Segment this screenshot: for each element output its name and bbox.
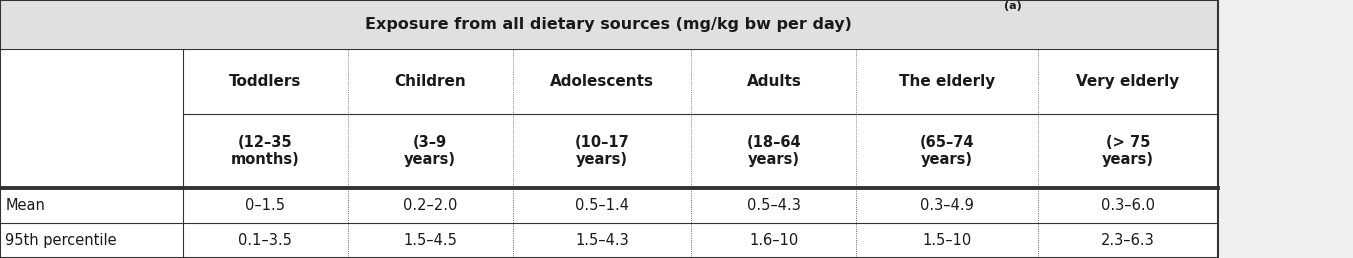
Text: 0.1–3.5: 0.1–3.5 — [238, 233, 292, 248]
Text: 2.3–6.3: 2.3–6.3 — [1101, 233, 1154, 248]
Text: 1.5–10: 1.5–10 — [923, 233, 971, 248]
Text: 1.6–10: 1.6–10 — [750, 233, 798, 248]
Text: 0.5–1.4: 0.5–1.4 — [575, 198, 629, 213]
Text: 95th percentile: 95th percentile — [5, 233, 118, 248]
Text: Mean: Mean — [5, 198, 45, 213]
Text: Toddlers: Toddlers — [229, 74, 302, 89]
Text: 0–1.5: 0–1.5 — [245, 198, 285, 213]
Text: (65–74
years): (65–74 years) — [920, 135, 974, 167]
Text: Adolescents: Adolescents — [551, 74, 653, 89]
Text: 0.3–6.0: 0.3–6.0 — [1101, 198, 1154, 213]
Text: 1.5–4.3: 1.5–4.3 — [575, 233, 629, 248]
Text: The elderly: The elderly — [898, 74, 996, 89]
Text: (a): (a) — [1004, 1, 1022, 11]
Text: Adults: Adults — [747, 74, 801, 89]
Bar — [0, 188, 1218, 223]
Text: 0.2–2.0: 0.2–2.0 — [403, 198, 457, 213]
Text: (18–64
years): (18–64 years) — [747, 135, 801, 167]
Text: (3–9
years): (3–9 years) — [405, 135, 456, 167]
Text: 0.5–4.3: 0.5–4.3 — [747, 198, 801, 213]
Text: (12–35
months): (12–35 months) — [231, 135, 299, 167]
Text: (> 75
years): (> 75 years) — [1101, 135, 1154, 167]
Text: Children: Children — [394, 74, 467, 89]
Bar — [0, 49, 1218, 114]
Bar — [0, 1, 1218, 49]
Text: 0.3–4.9: 0.3–4.9 — [920, 198, 974, 213]
Text: (10–17
years): (10–17 years) — [575, 135, 629, 167]
Text: 1.5–4.5: 1.5–4.5 — [403, 233, 457, 248]
Text: Very elderly: Very elderly — [1076, 74, 1180, 89]
Bar — [0, 223, 1218, 258]
Text: Exposure from all dietary sources (mg/kg bw per day): Exposure from all dietary sources (mg/kg… — [365, 17, 852, 33]
Bar — [0, 114, 1218, 188]
